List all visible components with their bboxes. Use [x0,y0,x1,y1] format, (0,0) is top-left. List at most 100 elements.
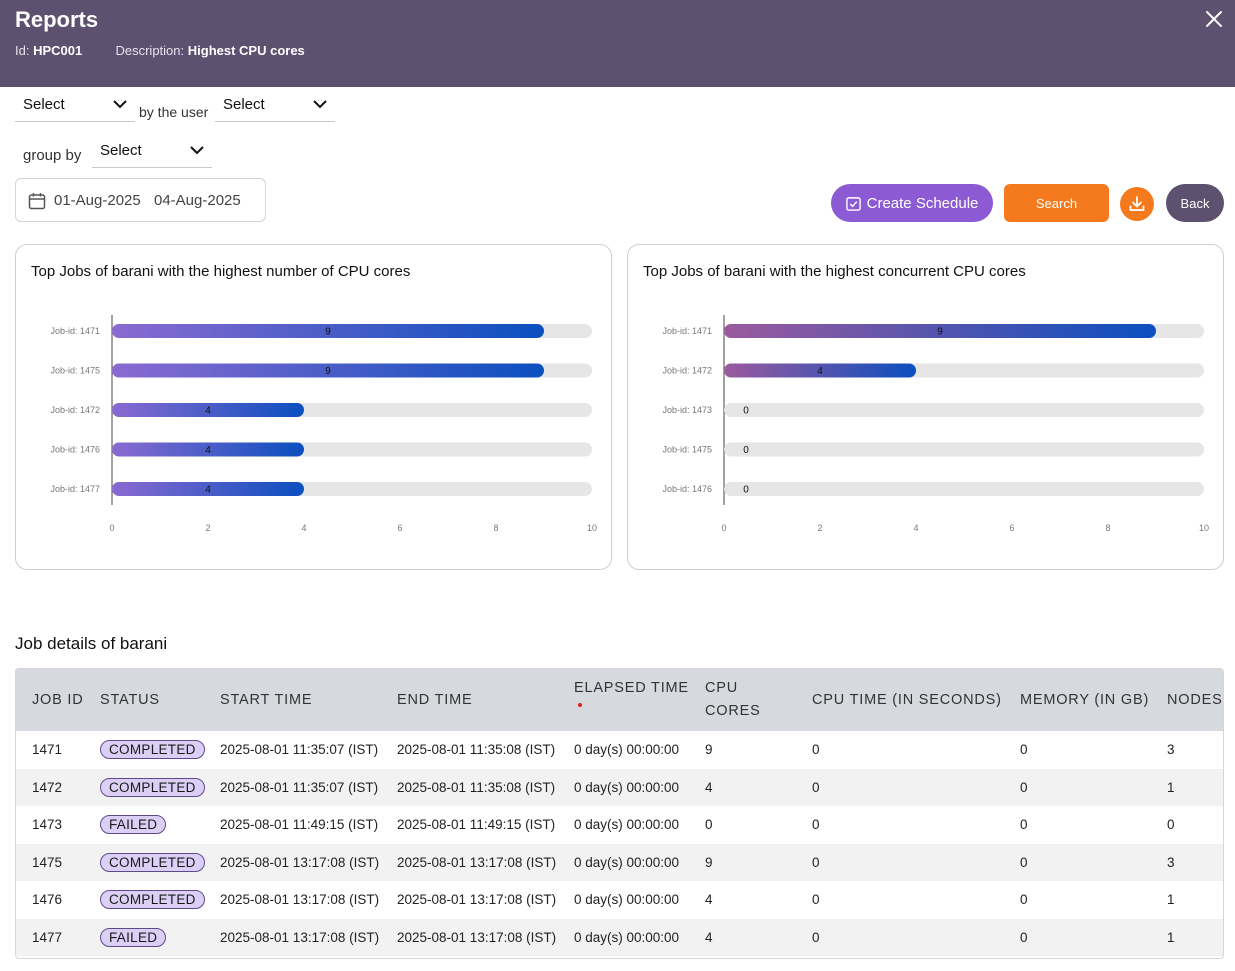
cpu-cores-chart-card: Top Jobs of barani with the highest numb… [15,244,612,570]
data-label: 0 [743,445,749,456]
table-row[interactable]: 1476 COMPLETED 2025-08-01 13:17:08 (IST) 20… [16,881,1223,919]
elapsed-time-cell: 0 day(s) 00:00:00 [574,779,680,795]
col-memory[interactable]: MEMORY (IN GB) [1020,691,1150,708]
by-the-user-label: by the user [139,104,209,120]
data-label: 0 [743,406,749,417]
job-id-cell: 1473 [32,817,63,833]
data-label: 9 [937,327,943,338]
table-row[interactable]: 1477 FAILED 2025-08-01 13:17:08 (IST) 2025-… [16,918,1223,957]
category-label: Job-id: 1472 [662,366,712,376]
category-label: Job-id: 1476 [662,484,712,494]
group-by-label: group by [23,147,82,164]
x-tick-label: 8 [1105,523,1110,533]
status-cell: COMPLETED [84,881,205,919]
start-time-cell: 2025-08-01 13:17:08 (IST) [220,929,380,945]
description-value: Highest CPU cores [187,43,305,58]
metric-select[interactable]: Select [15,88,135,122]
sort-indicator-dot [578,703,582,707]
group-by-select-value: Select [100,142,142,159]
category-label: Job-id: 1476 [50,445,100,455]
x-tick-label: 10 [1199,523,1209,533]
bar[interactable] [112,482,304,496]
job-details-table: JOB ID STATUS START TIME END TIME ELAPSE… [15,668,1224,959]
data-label: 9 [325,366,331,377]
chevron-down-icon [190,146,204,155]
data-label: 0 [743,485,749,496]
table-row[interactable]: 1471 COMPLETED 2025-08-01 11:35:07 (IST) 20… [16,731,1223,769]
search-button[interactable]: Search [1004,184,1109,222]
chart-title: Top Jobs of barani with the highest conc… [643,263,1026,280]
col-status[interactable]: STATUS [100,691,160,708]
data-label: 4 [205,445,211,456]
concurrent-cpu-bar-chart: Job-id: 1471 9 Job-id: 1472 4 Job-id: 1473 0 J… [662,315,1209,533]
date-range-picker[interactable]: 01-Aug-2025 04-Aug-2025 [15,178,266,222]
concurrent-cpu-chart-card: Top Jobs of barani with the highest conc… [627,244,1224,570]
date-to: 04-Aug-2025 [154,192,241,209]
start-time-cell: 2025-08-01 11:35:07 (IST) [220,742,379,758]
x-tick-label: 0 [721,523,726,533]
memory-cell: 0 [1020,929,1028,945]
id-value: HPC001 [33,43,83,58]
job-id-cell: 1471 [32,742,63,758]
end-time-cell: 2025-08-01 13:17:08 (IST) [397,929,557,945]
status-badge: COMPLETED [100,777,205,797]
create-schedule-button[interactable]: Create Schedule [831,184,993,222]
x-tick-label: 6 [1009,523,1014,533]
col-elapsed-time[interactable]: ELAPSED TIME [558,669,689,731]
cpu-time-cell: 0 [812,854,820,870]
bar[interactable] [112,442,304,457]
bar[interactable] [724,363,916,378]
download-button[interactable] [1120,187,1154,221]
chevron-down-icon [113,100,127,109]
cpu-cores-cell: 4 [705,929,713,945]
back-button[interactable]: Back [1166,184,1224,222]
memory-cell: 0 [1020,892,1028,908]
status-badge: COMPLETED [100,890,205,910]
bar[interactable] [112,363,544,378]
col-job-id[interactable]: JOB ID [32,691,84,708]
report-header: Reports Id: HPC001 Description: Highest … [0,0,1235,87]
elapsed-time-cell: 0 day(s) 00:00:00 [574,892,680,908]
elapsed-time-cell: 0 day(s) 00:00:00 [574,854,680,870]
nodes-cell: 3 [1167,854,1175,870]
status-badge: COMPLETED [100,852,205,872]
user-select[interactable]: Select [215,88,335,122]
elapsed-time-cell: 0 day(s) 00:00:00 [574,929,680,945]
table-row[interactable]: 1475 COMPLETED 2025-08-01 13:17:08 (IST) 20… [16,843,1223,881]
category-label: Job-id: 1475 [662,445,712,455]
col-start-time[interactable]: START TIME [220,691,313,708]
bar[interactable] [112,324,544,338]
status-badge: COMPLETED [100,740,205,760]
x-tick-label: 4 [913,523,918,533]
x-tick-label: 0 [109,523,114,533]
bar[interactable] [724,324,1156,338]
category-label: Job-id: 1475 [50,366,100,376]
bar-track [724,403,1204,417]
end-time-cell: 2025-08-01 13:17:08 (IST) [397,892,557,908]
date-from: 01-Aug-2025 [54,192,141,209]
group-by-select[interactable]: Select [92,134,212,168]
status-cell: FAILED [84,919,204,957]
status-cell: COMPLETED [84,731,205,769]
table-row[interactable]: 1473 FAILED 2025-08-01 11:49:15 (IST) 2025-… [16,806,1223,844]
memory-cell: 0 [1020,742,1028,758]
report-meta: Id: HPC001 Description: Highest CPU core… [15,43,305,58]
close-icon[interactable] [1203,8,1225,30]
col-cpu-cores[interactable]: CPU CORES [705,680,761,719]
job-id-cell: 1475 [32,854,63,870]
col-end-time[interactable]: END TIME [397,691,473,708]
x-tick-label: 2 [817,523,822,533]
col-nodes[interactable]: NODES [1167,691,1223,708]
memory-cell: 0 [1020,817,1028,833]
col-cpu-time[interactable]: CPU TIME (IN SECONDS) [812,691,1002,708]
download-icon [1129,196,1145,211]
table-header-row: JOB ID STATUS START TIME END TIME ELAPSE… [16,669,1223,731]
calendar-icon [28,193,46,210]
bar[interactable] [112,403,304,417]
status-cell: FAILED [84,806,204,844]
bar-track [724,442,1204,457]
table-row[interactable]: 1472 COMPLETED 2025-08-01 11:35:07 (IST) 20… [16,768,1223,806]
nodes-cell: 1 [1167,929,1175,945]
nodes-cell: 1 [1167,892,1175,908]
memory-cell: 0 [1020,854,1028,870]
